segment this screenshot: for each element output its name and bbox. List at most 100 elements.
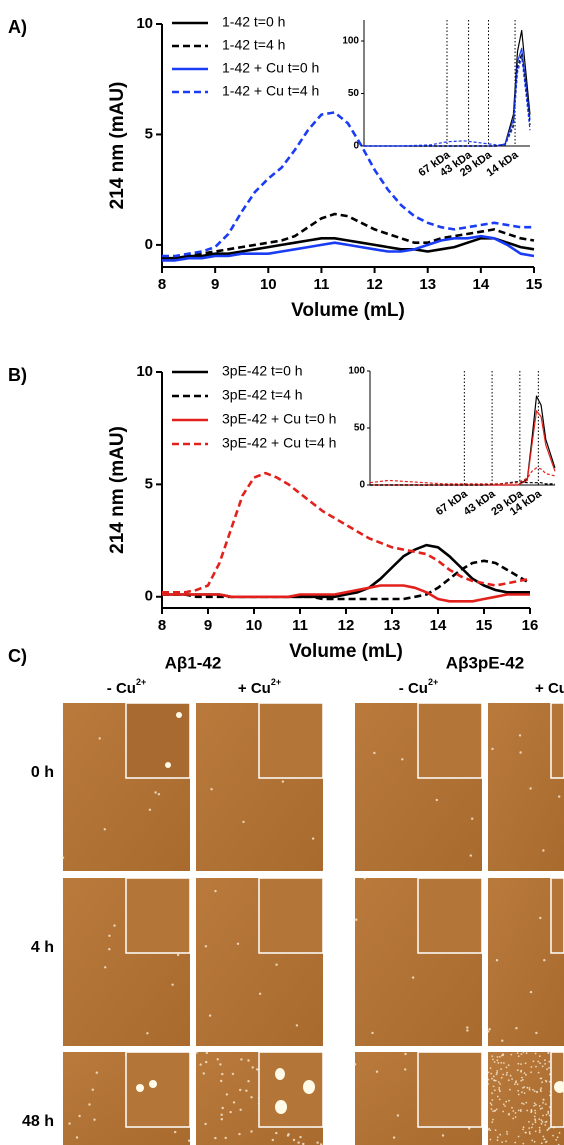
afm-particle	[208, 1014, 212, 1017]
afm-particle	[496, 1095, 499, 1098]
row-label: 48 h	[22, 1113, 54, 1130]
afm-particle	[219, 1063, 222, 1066]
afm-particle	[231, 1072, 235, 1076]
data-line	[162, 543, 530, 599]
afm-particle	[502, 1103, 505, 1106]
x-tick-label: 13	[384, 617, 401, 634]
afm-particle	[520, 1070, 522, 1073]
afm-particle	[541, 1120, 544, 1123]
afm-particle	[488, 1127, 490, 1130]
x-axis-title: Volume (mL)	[289, 641, 403, 662]
afm-particle	[538, 1118, 541, 1121]
afm-particle	[295, 1024, 299, 1027]
afm-particle	[205, 1060, 208, 1064]
afm-particle	[404, 1052, 407, 1056]
afm-particle	[113, 924, 116, 927]
panel-label: B)	[8, 365, 27, 385]
afm-particle	[540, 1090, 542, 1093]
afm-particle	[558, 1132, 561, 1134]
afm-particle	[544, 1063, 546, 1065]
afm-particle	[516, 1083, 519, 1086]
afm-particle	[91, 1088, 95, 1091]
afm-inset	[550, 702, 564, 779]
afm-particle	[493, 1061, 496, 1063]
afm-particle	[492, 1075, 495, 1078]
afm-particle	[530, 1110, 533, 1112]
x-tick-label: 12	[366, 276, 383, 293]
afm-particle	[538, 1129, 541, 1132]
afm-particle	[547, 1110, 550, 1113]
x-tick-label: 8	[158, 276, 166, 293]
afm-particle	[525, 1073, 527, 1076]
afm-particle	[154, 791, 157, 794]
afm-particle	[281, 780, 285, 783]
afm-particle	[534, 1119, 537, 1122]
afm-particle	[491, 1121, 494, 1123]
column-header: - Cu2+	[107, 677, 146, 697]
afm-particle	[108, 934, 111, 937]
afm-particle	[491, 1055, 494, 1057]
panel-label: A)	[8, 17, 27, 37]
afm-particle	[535, 1065, 537, 1068]
afm-particle	[546, 1068, 548, 1071]
afm-particle	[498, 1088, 501, 1091]
afm-particle	[521, 1076, 523, 1079]
afm-particle	[547, 1112, 550, 1115]
afm-particle	[524, 1131, 527, 1134]
afm-particle	[514, 1116, 517, 1118]
afm-particle	[517, 1089, 520, 1092]
x-tick-label: 11	[313, 276, 329, 293]
afm-particle	[499, 1083, 501, 1085]
afm-particle	[534, 1112, 537, 1114]
afm-particle	[505, 1073, 508, 1076]
afm-particle	[524, 1062, 527, 1065]
afm-particle	[507, 1064, 510, 1066]
afm-particle	[103, 828, 107, 831]
afm-particle	[515, 1027, 518, 1030]
afm-particle	[221, 1106, 224, 1110]
afm-particle	[242, 820, 245, 824]
afm-particle	[495, 959, 499, 962]
afm-particle	[548, 1080, 551, 1083]
afm-particle	[493, 1089, 496, 1092]
afm-inset-particle	[275, 1068, 285, 1080]
afm-particle	[466, 1029, 469, 1032]
afm-particle	[539, 1088, 542, 1091]
afm-particle	[517, 1055, 520, 1058]
afm-inset-particle	[275, 1100, 287, 1114]
afm-particle	[75, 1136, 79, 1139]
afm-particle	[498, 1087, 501, 1089]
afm-particle	[542, 1135, 545, 1138]
x-tick-label: 11	[292, 617, 308, 634]
afm-particle	[540, 1119, 543, 1122]
legend-label: 1-42 + Cu t=0 h	[222, 60, 319, 76]
afm-particle	[250, 1130, 253, 1133]
afm-particle	[535, 1103, 537, 1106]
afm-particle	[529, 990, 533, 994]
afm-particle	[247, 1059, 250, 1062]
afm-particle	[494, 1129, 497, 1131]
y-tick-label: 0	[353, 141, 359, 152]
data-line	[162, 234, 535, 262]
afm-particle	[535, 1031, 538, 1035]
afm-inset	[417, 1051, 483, 1128]
afm-particle	[363, 877, 366, 880]
x-tick-label: 15	[526, 276, 543, 293]
afm-particle	[548, 1106, 551, 1108]
afm-inset	[550, 877, 564, 954]
afm-particle	[544, 1059, 546, 1062]
afm-particle	[501, 1039, 504, 1042]
afm-particle	[505, 1100, 508, 1103]
afm-particle	[492, 1110, 494, 1112]
afm-particle	[512, 1117, 515, 1120]
column-header-sup: 2+	[271, 677, 281, 687]
afm-particle	[496, 1056, 499, 1058]
afm-particle	[509, 1088, 511, 1091]
afm-particle	[511, 1078, 513, 1080]
afm-particle	[220, 1079, 223, 1083]
afm-particle	[541, 1081, 543, 1084]
group-title: Aβ1-42	[165, 653, 222, 672]
afm-particle	[245, 1089, 248, 1092]
column-header: - Cu2+	[399, 677, 438, 697]
afm-particle	[68, 1122, 71, 1125]
